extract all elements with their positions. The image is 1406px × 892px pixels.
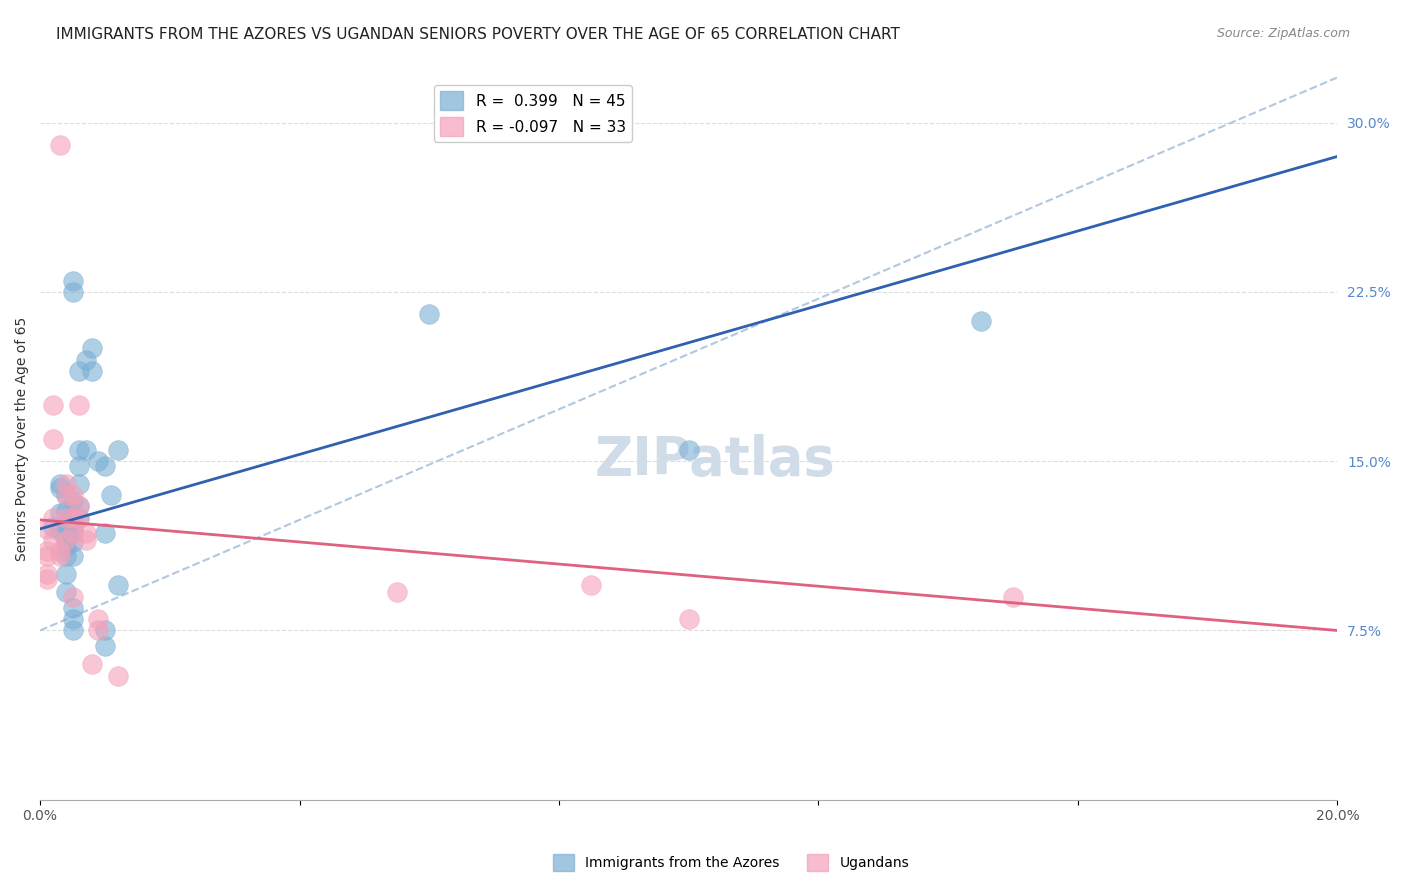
Point: [67, 476, 90, 491]
Point: [80, 657, 103, 672]
Point: [94, 458, 117, 473]
Point: [35, 544, 58, 558]
Point: [94, 624, 117, 638]
Point: [62, 600, 84, 615]
Point: [67, 500, 90, 514]
Point: [678, 612, 700, 626]
Point: [94, 526, 117, 541]
Point: [62, 495, 84, 509]
Point: [62, 513, 84, 527]
Point: [55, 517, 77, 532]
Point: [55, 488, 77, 502]
Point: [67, 458, 90, 473]
Point: [107, 668, 129, 682]
Point: [75, 533, 97, 548]
Point: [67, 364, 90, 378]
Point: [67, 510, 90, 524]
Point: [75, 442, 97, 457]
Point: [55, 510, 77, 524]
Point: [55, 533, 77, 548]
Point: [100, 488, 122, 502]
Point: [62, 274, 84, 288]
Point: [55, 533, 77, 548]
Point: [48, 549, 70, 563]
Point: [67, 442, 90, 457]
Point: [67, 398, 90, 412]
Point: [62, 624, 84, 638]
Point: [48, 138, 70, 153]
Point: [94, 640, 117, 654]
Text: IMMIGRANTS FROM THE AZORES VS UGANDAN SENIORS POVERTY OVER THE AGE OF 65 CORRELA: IMMIGRANTS FROM THE AZORES VS UGANDAN SE…: [56, 27, 900, 42]
Point: [42, 510, 65, 524]
Point: [581, 578, 603, 592]
Point: [62, 285, 84, 299]
Point: [87, 454, 110, 468]
Point: [62, 612, 84, 626]
Point: [75, 526, 97, 541]
Point: [62, 526, 84, 541]
Point: [48, 544, 70, 558]
Point: [35, 572, 58, 586]
Point: [42, 519, 65, 533]
Point: [55, 476, 77, 491]
Point: [107, 442, 129, 457]
Point: [35, 522, 58, 536]
Point: [55, 488, 77, 502]
Point: [48, 506, 70, 520]
Point: [80, 364, 103, 378]
Point: [42, 533, 65, 548]
Point: [55, 549, 77, 563]
Legend: Immigrants from the Azores, Ugandans: Immigrants from the Azores, Ugandans: [548, 848, 914, 876]
Text: Source: ZipAtlas.com: Source: ZipAtlas.com: [1216, 27, 1350, 40]
Point: [55, 504, 77, 518]
Point: [55, 540, 77, 554]
Point: [80, 341, 103, 355]
Point: [678, 442, 700, 457]
Point: [55, 585, 77, 599]
Point: [62, 590, 84, 604]
Point: [55, 567, 77, 582]
Point: [87, 624, 110, 638]
Point: [67, 500, 90, 514]
Point: [48, 481, 70, 495]
Point: [62, 549, 84, 563]
Point: [62, 535, 84, 549]
Point: [35, 549, 58, 563]
Point: [418, 308, 440, 322]
Point: [62, 526, 84, 541]
Legend: R =  0.399   N = 45, R = -0.097   N = 33: R = 0.399 N = 45, R = -0.097 N = 33: [434, 85, 631, 142]
Point: [969, 314, 991, 328]
Point: [62, 510, 84, 524]
Y-axis label: Seniors Poverty Over the Age of 65: Seniors Poverty Over the Age of 65: [15, 317, 30, 561]
Point: [42, 398, 65, 412]
Point: [35, 567, 58, 582]
Point: [62, 488, 84, 502]
Point: [48, 524, 70, 538]
Point: [42, 432, 65, 446]
Point: [107, 578, 129, 592]
Point: [67, 510, 90, 524]
Point: [62, 522, 84, 536]
Point: [385, 585, 408, 599]
Point: [75, 352, 97, 367]
Point: [1002, 590, 1025, 604]
Text: ZIPatlas: ZIPatlas: [595, 434, 835, 486]
Point: [87, 612, 110, 626]
Point: [48, 476, 70, 491]
